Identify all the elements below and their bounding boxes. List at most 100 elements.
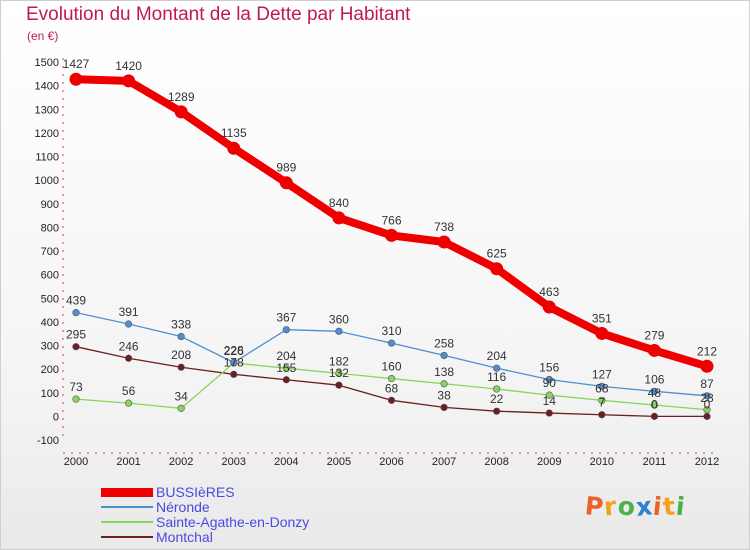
data-label: 68	[385, 381, 399, 395]
legend-swatch	[101, 521, 153, 523]
data-point	[385, 228, 398, 242]
legend-label: BUSSIèRES	[156, 484, 235, 500]
data-label: 0	[704, 397, 711, 411]
legend-swatch	[101, 536, 153, 538]
data-point	[595, 326, 609, 340]
data-point	[230, 358, 238, 367]
data-point	[490, 262, 504, 276]
y-tick-label: 400	[41, 317, 59, 329]
data-label: 34	[174, 389, 188, 403]
data-label: 106	[644, 372, 664, 386]
data-point	[282, 326, 290, 334]
data-point	[174, 105, 188, 119]
data-point	[335, 381, 343, 389]
data-label: 38	[437, 388, 451, 402]
data-label: 738	[434, 220, 454, 234]
data-point	[124, 354, 133, 362]
data-label: 0	[651, 397, 658, 411]
data-point	[282, 376, 290, 384]
data-label: 48	[648, 386, 662, 400]
data-label: 155	[276, 361, 296, 375]
data-point	[282, 364, 290, 372]
y-tick-label: 1500	[35, 57, 59, 69]
data-label: 138	[434, 365, 454, 379]
legend-swatch	[101, 487, 153, 497]
data-point	[647, 343, 661, 357]
data-point	[493, 407, 501, 415]
data-point	[387, 396, 396, 404]
data-label: 160	[381, 360, 401, 374]
y-tick-label: 1000	[35, 175, 59, 187]
x-tick-label: 2002	[169, 456, 193, 468]
data-labels-layer: 295 246 208 178 155 132 68 38 22 14 7 0 0 73 56 34 226 20…	[63, 57, 718, 411]
data-point	[69, 72, 83, 86]
data-point	[598, 396, 606, 404]
y-tick-label: 1400	[35, 81, 59, 93]
chart-unit-label: (en €)	[27, 29, 59, 43]
data-label: 766	[381, 213, 401, 227]
data-point	[650, 387, 659, 395]
data-point	[332, 211, 346, 225]
chart-title: Evolution du Montant de la Dette par Hab…	[26, 4, 411, 25]
data-point	[493, 364, 501, 372]
data-point	[650, 412, 659, 420]
data-point	[72, 309, 80, 317]
data-point	[335, 369, 343, 377]
data-label: 246	[119, 339, 139, 353]
data-label: 439	[66, 294, 86, 308]
x-tick-label: 2006	[379, 456, 403, 468]
x-tick-label: 2011	[643, 456, 667, 468]
y-tick-label: 1200	[35, 128, 59, 140]
data-label: 56	[122, 384, 136, 398]
data-point	[279, 176, 293, 190]
x-tick-label: 2003	[222, 456, 246, 468]
data-label: 156	[539, 361, 559, 375]
data-label: 1427	[63, 57, 90, 71]
data-label: 989	[276, 161, 296, 175]
data-label: 90	[543, 376, 557, 390]
data-label: 463	[539, 285, 559, 299]
data-point	[177, 363, 185, 371]
data-point	[335, 327, 343, 335]
data-label: 228	[224, 344, 244, 358]
x-tick-label: 2004	[274, 456, 298, 468]
data-label: 351	[592, 311, 612, 325]
data-label: 367	[276, 311, 296, 325]
data-label: 7	[598, 396, 605, 410]
data-label: 22	[490, 392, 504, 406]
data-point	[230, 370, 238, 378]
legend-label: Sainte-Agathe-en-Donzy	[156, 514, 310, 530]
data-label: 28	[700, 391, 714, 405]
data-label: 204	[276, 349, 296, 363]
data-label: 178	[224, 355, 244, 369]
y-tick-label: 1300	[35, 104, 59, 116]
data-label: 182	[329, 354, 349, 368]
data-point	[703, 406, 711, 414]
y-tick-label: 0	[53, 411, 59, 423]
logo-letter: i	[674, 491, 687, 522]
data-point	[122, 74, 136, 88]
y-tick-label: -100	[37, 435, 59, 447]
x-axis: 2000 2001 2002 2003 2004 2005 2006 2007 2008 2009…	[63, 452, 719, 468]
data-point	[437, 235, 451, 249]
x-tick-label: 2010	[590, 456, 614, 468]
legend-label: Montchal	[156, 529, 213, 545]
legend-label: Néronde	[156, 499, 210, 515]
data-point	[440, 403, 448, 411]
data-point	[545, 409, 553, 417]
x-tick-label: 2007	[432, 456, 456, 468]
data-label: 208	[171, 348, 191, 362]
data-label: 840	[329, 196, 349, 210]
proxiti-logo: Proxiti	[584, 491, 687, 522]
data-point	[703, 412, 711, 420]
y-tick-label: 100	[41, 388, 59, 400]
data-label: 73	[69, 380, 83, 394]
data-point	[387, 339, 396, 347]
y-tick-label: 900	[41, 199, 59, 211]
data-point	[700, 359, 714, 373]
y-tick-label: 700	[41, 246, 59, 258]
data-point	[542, 300, 556, 314]
data-label: 1289	[168, 90, 195, 104]
